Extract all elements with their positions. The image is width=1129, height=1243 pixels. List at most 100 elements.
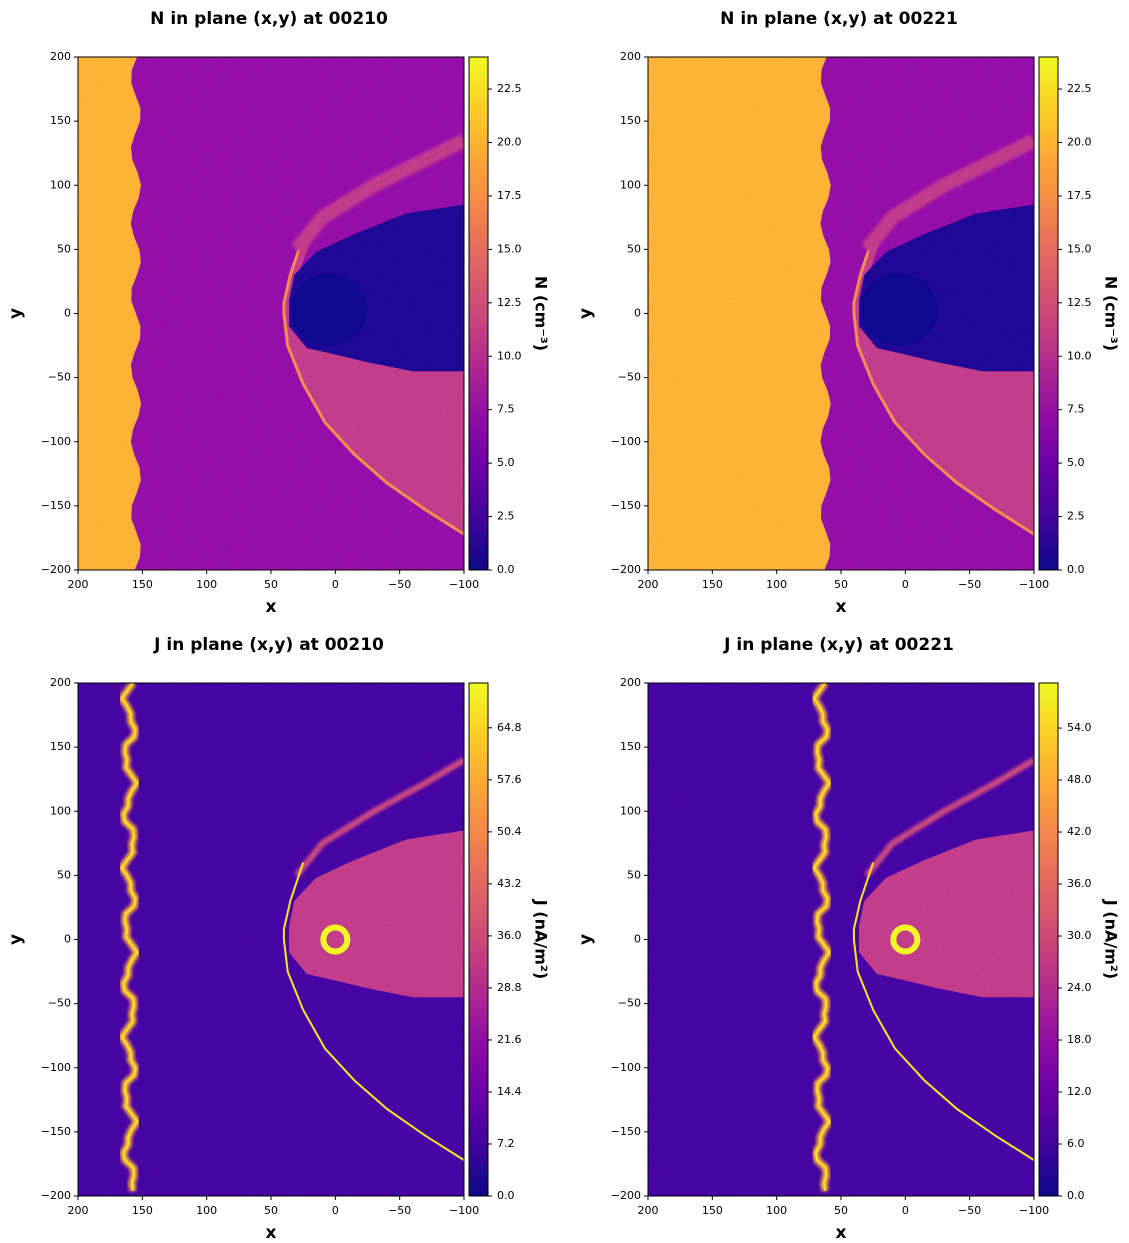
y-tick-label: −150 <box>611 1125 641 1138</box>
x-tick-label: 150 <box>702 1204 723 1217</box>
x-tick-label: 150 <box>132 1204 153 1217</box>
colorbar-tick-label: 36.0 <box>1067 877 1092 890</box>
colorbar-tick-label: 20.0 <box>1067 136 1092 149</box>
y-tick-label: −200 <box>611 1189 641 1202</box>
x-tick-label: 100 <box>766 1204 787 1217</box>
y-tick-label: −100 <box>41 1061 71 1074</box>
x-tick-label: −50 <box>388 578 411 591</box>
y-axis-label: y <box>6 934 26 945</box>
colorbar <box>1038 682 1059 1197</box>
colorbar-tick-label: 50.4 <box>497 825 522 838</box>
colorbar-tick-label: 54.0 <box>1067 721 1092 734</box>
y-tick-label: 100 <box>50 178 71 191</box>
colorbar-tick-label: 22.5 <box>1067 82 1092 95</box>
texture <box>78 57 464 570</box>
colorbar-tick-label: 12.5 <box>1067 296 1092 309</box>
colorbar-tick-label: 12.0 <box>1067 1085 1092 1098</box>
colorbar-tick-label: 43.2 <box>497 877 522 890</box>
panel: 200 150 100 50 0 −50 −100 −200 −150 −100 −50 0 50 100… <box>6 635 551 1243</box>
colorbar-tick-label: 2.5 <box>497 510 515 523</box>
y-axis-label: y <box>576 934 596 945</box>
colorbar-tick-label: 42.0 <box>1067 825 1092 838</box>
y-tick-label: −150 <box>41 1125 71 1138</box>
y-tick-label: −150 <box>611 499 641 512</box>
y-tick-label: 100 <box>50 804 71 817</box>
colorbar-tick-label: 7.5 <box>497 403 515 416</box>
colorbar-tick-label: 5.0 <box>497 456 515 469</box>
y-tick-label: −200 <box>41 1189 71 1202</box>
x-tick-label: 200 <box>638 578 659 591</box>
colorbar-tick-label: 0.0 <box>1067 1189 1085 1202</box>
y-tick-label: 0 <box>634 933 641 946</box>
colorbar-tick-label: 17.5 <box>497 189 522 202</box>
x-tick-label: 100 <box>196 578 217 591</box>
texture <box>648 683 1034 1196</box>
colorbar-tick-label: 14.4 <box>497 1085 522 1098</box>
colorbar-label: J (nA/m²) <box>1102 899 1121 979</box>
y-tick-label: −50 <box>48 371 71 384</box>
colorbar-tick-label: 64.8 <box>497 721 522 734</box>
heatmap <box>648 57 1034 570</box>
texture <box>648 57 1034 570</box>
y-tick-label: 150 <box>50 114 71 127</box>
colorbar-tick-label: 7.2 <box>497 1137 515 1150</box>
y-tick-label: 100 <box>620 804 641 817</box>
x-axis-label: x <box>266 597 277 617</box>
colorbar-tick-label: 21.6 <box>497 1033 522 1046</box>
colorbar-tick-label: 30.0 <box>1067 929 1092 942</box>
y-tick-label: 50 <box>627 868 641 881</box>
y-tick-label: −50 <box>618 371 641 384</box>
colorbar-tick-label: 18.0 <box>1067 1033 1092 1046</box>
y-tick-label: 0 <box>64 307 71 320</box>
y-tick-label: 0 <box>64 933 71 946</box>
x-axis-label: x <box>836 1223 847 1243</box>
y-tick-label: 200 <box>50 676 71 689</box>
colorbar-tick-label: 6.0 <box>1067 1137 1085 1150</box>
x-tick-label: 0 <box>902 1204 909 1217</box>
colorbar-tick-label: 5.0 <box>1067 456 1085 469</box>
texture <box>78 683 464 1196</box>
colorbar-tick-label: 0.0 <box>497 563 515 576</box>
colorbar-tick-label: 7.5 <box>1067 403 1085 416</box>
panel: 200 150 100 50 0 −50 −100 −200 −150 −100 −50 0 50 100… <box>576 635 1121 1243</box>
x-tick-label: −100 <box>1019 578 1049 591</box>
colorbar-tick-label: 20.0 <box>497 136 522 149</box>
colorbar-tick-label: 57.6 <box>497 773 522 786</box>
x-tick-label: 50 <box>264 1204 278 1217</box>
colorbar-tick-label: 10.0 <box>497 349 522 362</box>
colorbar-tick-label: 15.0 <box>1067 242 1092 255</box>
y-tick-label: 100 <box>620 178 641 191</box>
x-axis-label: x <box>266 1223 277 1243</box>
x-tick-label: 150 <box>132 578 153 591</box>
x-tick-label: −100 <box>449 1204 479 1217</box>
y-tick-label: 200 <box>620 676 641 689</box>
x-tick-label: 200 <box>68 578 89 591</box>
colorbar-tick-label: 28.8 <box>497 981 522 994</box>
y-tick-label: −150 <box>41 499 71 512</box>
x-tick-label: −50 <box>388 1204 411 1217</box>
y-tick-label: 50 <box>57 868 71 881</box>
x-tick-label: −50 <box>958 1204 981 1217</box>
y-axis-label: y <box>6 308 26 319</box>
y-tick-label: 150 <box>50 740 71 753</box>
colorbar-label: N (cm⁻³) <box>532 276 551 351</box>
colorbar <box>468 56 489 571</box>
x-tick-label: 0 <box>902 578 909 591</box>
colorbar-tick-label: 0.0 <box>497 1189 515 1202</box>
y-tick-label: 150 <box>620 740 641 753</box>
colorbar-tick-label: 36.0 <box>497 929 522 942</box>
y-tick-label: −100 <box>611 1061 641 1074</box>
colorbar-tick-label: 22.5 <box>497 82 522 95</box>
colorbar <box>468 682 489 1197</box>
chart-title: N in plane (x,y) at 00210 <box>150 9 388 29</box>
chart-title: J in plane (x,y) at 00210 <box>153 635 384 655</box>
x-tick-label: 50 <box>834 1204 848 1217</box>
colorbar-tick-label: 17.5 <box>1067 189 1092 202</box>
x-tick-label: −100 <box>1019 1204 1049 1217</box>
y-tick-label: 150 <box>620 114 641 127</box>
x-tick-label: −50 <box>958 578 981 591</box>
colorbar-label: N (cm⁻³) <box>1102 276 1121 351</box>
y-tick-label: −200 <box>611 563 641 576</box>
x-axis-label: x <box>836 597 847 617</box>
heatmap <box>648 683 1034 1196</box>
